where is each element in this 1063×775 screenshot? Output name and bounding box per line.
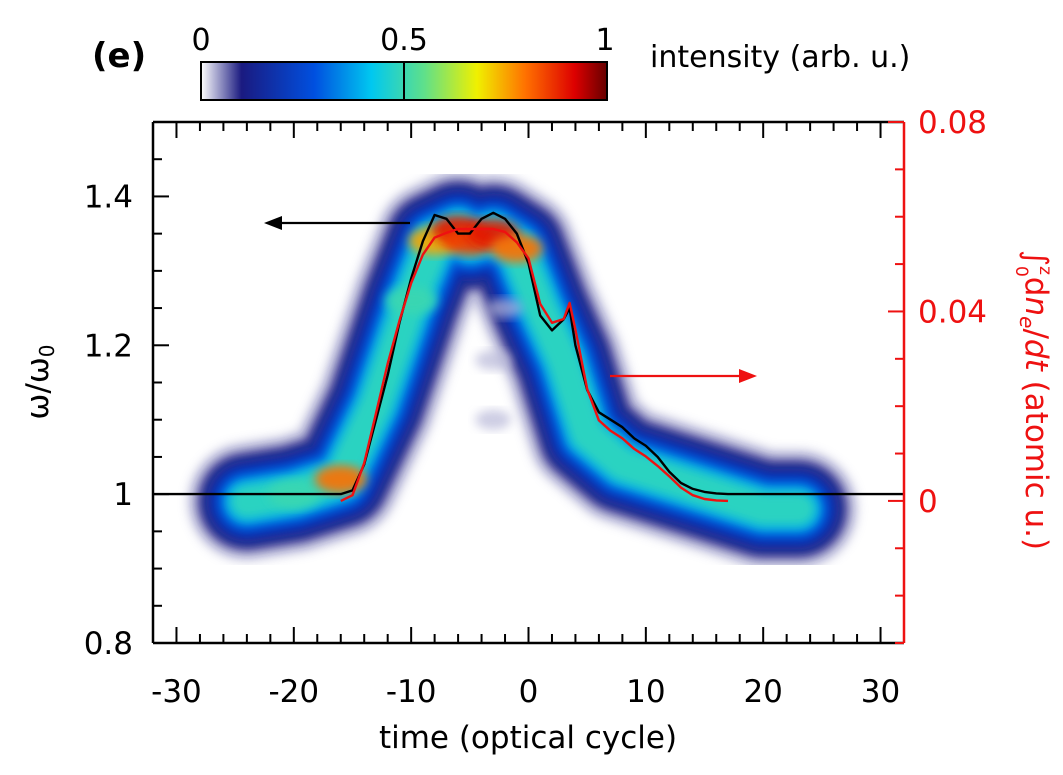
colorbar-tick-label: 1	[595, 23, 614, 58]
y-axis-label-right: ∫z0dne/dt (atomic u.)	[1011, 250, 1055, 550]
arrow-right-series	[610, 369, 757, 383]
spectrogram-heatmap	[187, 170, 858, 568]
heatmap-hotspot	[385, 286, 438, 315]
panel-label: (e)	[92, 36, 146, 76]
heatmap-hotspot	[490, 234, 543, 263]
heatmap-faint-blob	[487, 298, 524, 319]
y-left-tick-label: 1	[113, 477, 133, 513]
y-axis-label-left-sub: 0	[35, 344, 59, 357]
x-axis-label: time (optical cycle)	[379, 720, 677, 756]
series-line-ionization	[340, 227, 729, 503]
y-left-tick-label: 1.2	[84, 328, 133, 364]
series-layer	[153, 211, 904, 503]
colorbar-tick-label: 0.5	[380, 23, 428, 58]
y-left-tick-labels: 0.8 1 1.2 1.4	[84, 179, 133, 662]
y-axis-label-left: ω/ω0	[20, 344, 59, 419]
y-right-tick-labels: 0 0.04 0.08	[918, 105, 987, 520]
colorbar-tick-label: 0	[191, 23, 210, 58]
arrow-left-series	[264, 216, 410, 230]
x-tick-label: -10	[386, 674, 437, 710]
axis-ticks	[153, 121, 904, 644]
colorbar-label: intensity (arb. u.)	[650, 40, 910, 75]
y-left-tick-label: 1.4	[84, 179, 133, 215]
heatmap-faint-blob	[475, 409, 512, 430]
x-tick-label: 30	[861, 674, 900, 710]
colorbar: 0 0.5 1	[191, 23, 615, 101]
y-right-tick-label: 0.08	[918, 105, 987, 141]
y-left-tick-label: 0.8	[84, 626, 133, 662]
x-tick-label: -30	[151, 674, 202, 710]
y-right-tick-label: 0.04	[918, 294, 987, 330]
heatmap-faint-blob	[475, 350, 512, 371]
x-tick-label: 0	[519, 674, 539, 710]
y-right-tick-label: 0	[918, 484, 938, 520]
x-tick-label: -20	[268, 674, 319, 710]
x-tick-label: 20	[743, 674, 782, 710]
x-tick-label: 10	[626, 674, 665, 710]
x-tick-labels: -30 -20 -10 0 10 20 30	[151, 674, 900, 710]
